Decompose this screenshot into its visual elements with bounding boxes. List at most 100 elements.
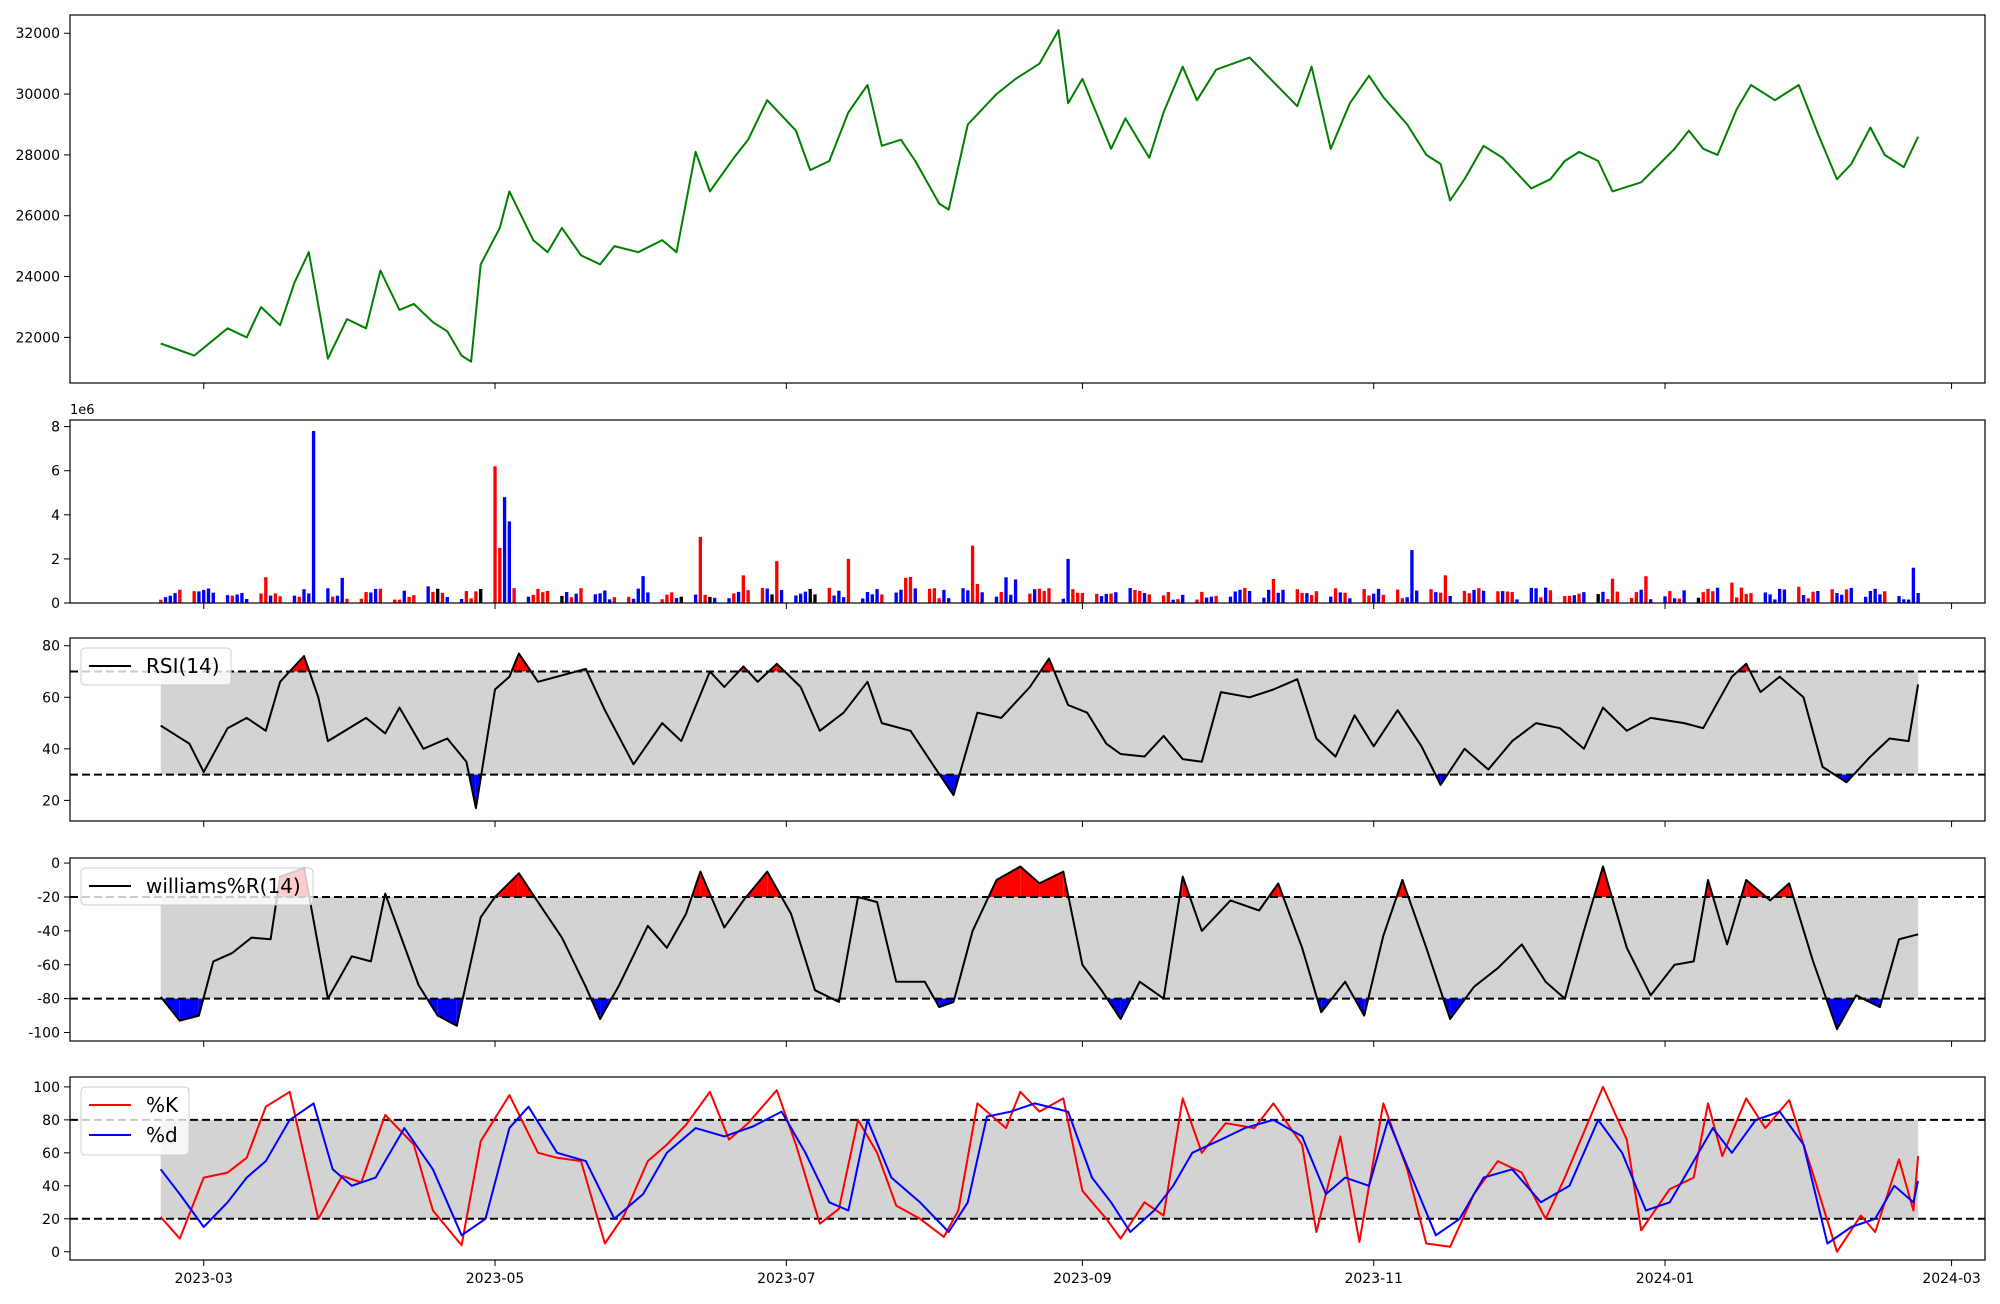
volume-bar: [641, 576, 645, 603]
volume-bar: [445, 596, 449, 603]
volume-bar: [1615, 591, 1619, 603]
volume-bar: [693, 594, 698, 603]
volume-bar: [1271, 578, 1276, 603]
volume-bar: [1362, 589, 1366, 603]
volume-bar: [1438, 592, 1443, 603]
x-tick-label: 2023-11: [1344, 1271, 1403, 1287]
volume-bar: [665, 594, 669, 603]
volume-bar: [1028, 593, 1032, 603]
volume-bar: [841, 597, 846, 603]
volume-bar: [770, 594, 774, 603]
volume-bar: [1768, 594, 1772, 603]
volume-bar: [698, 536, 703, 603]
volume-bar: [927, 588, 932, 603]
x-tick-label: 2023-05: [466, 1271, 525, 1287]
volume-bar: [1075, 592, 1080, 603]
volume-bar: [1639, 589, 1643, 603]
volume-bar: [1782, 589, 1787, 603]
volume-bar: [746, 590, 750, 603]
volume-bar: [1243, 587, 1247, 603]
volume-bar: [1706, 588, 1710, 603]
volume-bar: [1539, 597, 1543, 603]
volume-bar: [908, 576, 913, 603]
volume-bar: [340, 577, 344, 603]
volume-bar: [1610, 578, 1615, 603]
volume-panel: 0 2 4 6 8 1e6: [51, 403, 1986, 612]
volume-bar: [1797, 586, 1801, 603]
volume-bar: [813, 594, 817, 603]
volume-bar: [1071, 589, 1075, 603]
volume-bar: [1295, 589, 1299, 603]
williams-legend-label: williams%R(14): [146, 874, 301, 898]
volume-bar: [937, 598, 941, 603]
volume-bar: [531, 594, 535, 603]
y-tick-label: 0: [51, 856, 60, 872]
volume-bar: [827, 587, 831, 603]
volume-bar: [1505, 591, 1510, 603]
volume-bar: [1381, 594, 1385, 603]
y-tick-label: 80: [42, 639, 60, 655]
d-legend-label: %d: [146, 1123, 178, 1147]
volume-bar: [1510, 592, 1514, 603]
volume-bar: [1715, 587, 1720, 603]
y-tick-label: 40: [42, 1179, 60, 1195]
volume-bar: [612, 597, 617, 603]
rsi-legend-box: [80, 647, 232, 686]
k-legend-label: %K: [146, 1093, 179, 1117]
volume-bar: [1066, 558, 1070, 603]
y-tick-label: 30000: [15, 87, 60, 103]
volume-bar: [1897, 596, 1901, 603]
x-tick-label: 2024-03: [1922, 1271, 1981, 1287]
volume-bar: [1204, 597, 1209, 603]
volume-bar: [1911, 567, 1916, 603]
volume-bar: [1147, 594, 1151, 603]
williams-y-ticks: 0 -20 -40 -60 -80 -100: [28, 856, 70, 1042]
volume-bar: [1281, 589, 1285, 603]
volume-bar: [163, 597, 168, 603]
volume-bar: [1711, 591, 1715, 603]
neutral-band: [160, 671, 1919, 775]
volume-bar: [775, 561, 779, 603]
volume-bar: [512, 588, 516, 603]
price-line: [160, 29, 1920, 363]
volume-bar: [947, 598, 951, 603]
volume-bar: [1372, 593, 1376, 603]
volume-bar: [1763, 592, 1767, 603]
volume-bar: [326, 588, 330, 603]
volume-bar: [1329, 596, 1333, 603]
volume-bar: [1047, 588, 1051, 603]
volume-bar: [259, 593, 263, 603]
volume-bar: [607, 599, 612, 603]
volume-bar: [670, 592, 674, 603]
volume-bar: [498, 547, 502, 603]
volume-bar: [459, 599, 464, 603]
volume-bar: [736, 591, 741, 603]
volume-bar: [1181, 594, 1185, 603]
volume-bar: [502, 497, 507, 603]
williams-panel-frame: [69, 857, 1986, 1042]
volume-bar: [1844, 589, 1849, 603]
williams-panel: 0 -20 -40 -60 -80 -100 williams%R(14): [28, 856, 1986, 1042]
volume-bar: [627, 596, 631, 603]
rsi-panel-frame: [69, 637, 1986, 822]
x-axis-ticks: 2023-03 2023-05 2023-07 2023-09 2023-11 2024-…: [174, 383, 1981, 1287]
volume-bar: [426, 586, 430, 603]
volume-bar: [1534, 588, 1538, 603]
volume-bar: [440, 592, 445, 603]
volume-bar: [1395, 589, 1400, 603]
volume-bar: [192, 591, 196, 603]
volume-bar: [894, 592, 898, 603]
rsi-panel-back: [160, 671, 1919, 775]
volume-bar: [1247, 591, 1252, 603]
volume-bar: [431, 591, 435, 603]
y-tick-label: 28000: [15, 148, 60, 164]
volume-bar: [646, 592, 650, 603]
volume-bar: [593, 594, 597, 603]
volume-bar: [1467, 593, 1471, 603]
y-tick-label: -40: [37, 924, 60, 940]
y-tick-label: 2: [51, 552, 60, 568]
volume-bar: [1734, 597, 1739, 603]
oversold-fill: [179, 998, 199, 1021]
